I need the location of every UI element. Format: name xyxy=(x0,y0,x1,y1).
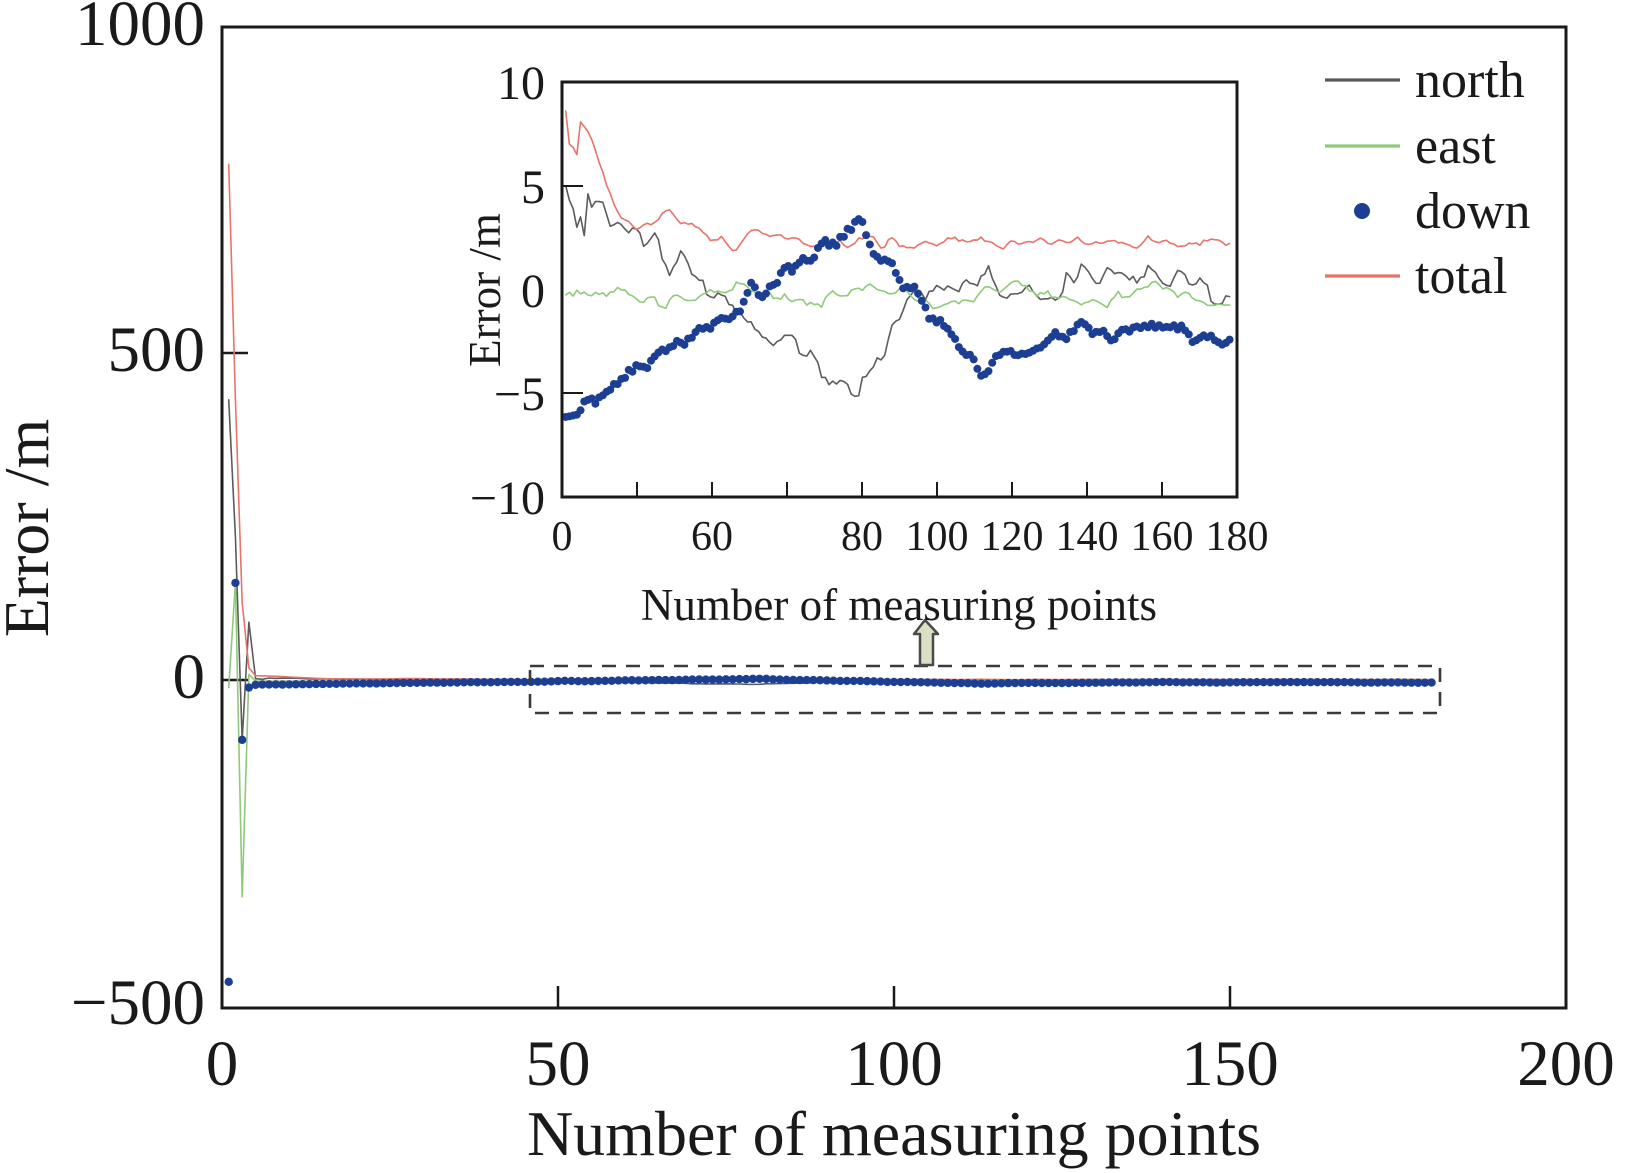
svg-text:Error /m: Error /m xyxy=(460,213,510,367)
svg-text:0: 0 xyxy=(521,265,545,318)
svg-text:200: 200 xyxy=(1517,1028,1615,1100)
svg-text:10: 10 xyxy=(497,57,545,110)
svg-text:5: 5 xyxy=(521,161,545,214)
svg-text:60: 60 xyxy=(691,514,733,560)
svg-text:0: 0 xyxy=(173,641,206,713)
svg-text:east: east xyxy=(1415,118,1496,175)
svg-text:−10: −10 xyxy=(470,472,545,525)
svg-text:50: 50 xyxy=(526,1028,591,1100)
svg-text:down: down xyxy=(1415,183,1531,240)
svg-text:0: 0 xyxy=(206,1028,239,1100)
svg-text:160: 160 xyxy=(1131,514,1194,560)
svg-text:Error /m: Error /m xyxy=(0,419,62,638)
svg-text:140: 140 xyxy=(1056,514,1119,560)
svg-text:80: 80 xyxy=(841,514,883,560)
svg-text:total: total xyxy=(1415,248,1507,305)
svg-text:100: 100 xyxy=(906,514,969,560)
svg-text:100: 100 xyxy=(845,1028,943,1100)
svg-text:0: 0 xyxy=(552,514,573,560)
svg-text:Number of measuring points: Number of measuring points xyxy=(641,580,1157,630)
svg-text:150: 150 xyxy=(1181,1028,1279,1100)
svg-text:1000: 1000 xyxy=(75,0,205,60)
svg-text:−5: −5 xyxy=(494,368,545,421)
svg-text:north: north xyxy=(1415,52,1525,109)
svg-text:Number of measuring points: Number of measuring points xyxy=(527,1098,1261,1169)
svg-text:500: 500 xyxy=(108,314,206,386)
svg-text:120: 120 xyxy=(981,514,1044,560)
svg-text:180: 180 xyxy=(1206,514,1269,560)
svg-text:−500: −500 xyxy=(71,967,205,1039)
